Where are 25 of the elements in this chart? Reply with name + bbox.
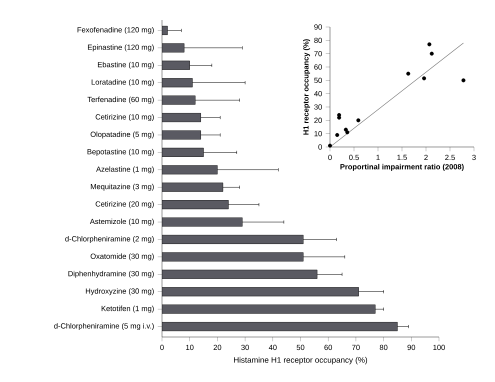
bar [162, 130, 201, 140]
bar [162, 200, 229, 210]
point [328, 144, 332, 148]
point [337, 116, 342, 120]
bar [162, 252, 304, 262]
point [422, 76, 426, 80]
bar [162, 287, 359, 296]
bar [162, 217, 243, 227]
bar [162, 96, 196, 105]
bar [162, 304, 376, 314]
bar [162, 165, 218, 174]
point [430, 52, 434, 56]
point [461, 78, 466, 82]
point [406, 72, 410, 76]
bar [162, 234, 304, 244]
point [335, 133, 340, 137]
point [427, 42, 432, 46]
bar [162, 148, 204, 157]
point [345, 130, 350, 134]
point [356, 118, 360, 122]
bar [162, 60, 190, 70]
bar [162, 182, 224, 192]
bar [162, 270, 318, 279]
bar [162, 112, 201, 122]
bar [162, 322, 398, 332]
